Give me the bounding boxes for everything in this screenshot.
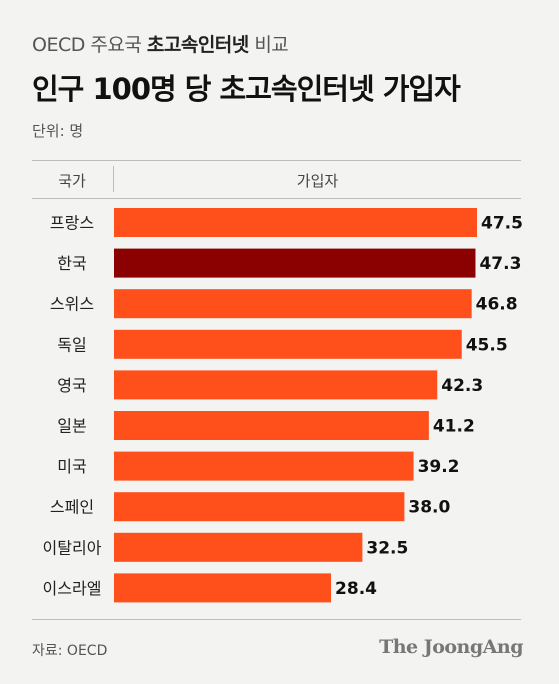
value-label: 39.2 xyxy=(418,457,460,477)
value-label: 47.3 xyxy=(479,254,521,274)
chart-subtitle: OECD 주요국 초고속인터넷 비교 xyxy=(32,30,289,57)
header-top-rule xyxy=(32,160,521,161)
column-header-country: 국가 xyxy=(58,172,86,190)
value-label: 47.5 xyxy=(481,214,523,234)
chart-title: 인구 100명 당 초고속인터넷 가입자 xyxy=(32,72,461,106)
bar-9 xyxy=(114,573,332,603)
category-label: 스위스 xyxy=(50,295,94,314)
subtitle-prefix: OECD 주요국 xyxy=(32,34,147,56)
value-label: 32.5 xyxy=(366,538,408,558)
category-label: 일본 xyxy=(57,417,86,436)
value-label: 38.0 xyxy=(408,498,450,518)
column-header-value: 가입자 xyxy=(296,172,339,190)
category-label: 한국 xyxy=(57,254,86,273)
bar-0 xyxy=(114,208,477,237)
column-header-separator xyxy=(113,166,114,192)
bar-4 xyxy=(114,370,438,400)
value-label: 42.3 xyxy=(441,376,483,396)
category-label: 프랑스 xyxy=(50,214,94,233)
bar-6 xyxy=(114,451,414,481)
category-label: 스페인 xyxy=(50,498,94,517)
value-label: 46.8 xyxy=(476,295,518,315)
category-label: 이스라엘 xyxy=(43,579,102,598)
bar-8 xyxy=(114,532,363,562)
value-label: 41.2 xyxy=(433,417,475,437)
category-label: 독일 xyxy=(57,335,86,354)
category-label: 미국 xyxy=(57,457,86,476)
bar-5 xyxy=(114,411,429,440)
unit-label: 단위: 명 xyxy=(32,122,84,140)
bar-1 xyxy=(114,248,476,278)
value-label: 45.5 xyxy=(466,335,508,355)
bar-3 xyxy=(114,329,462,359)
category-label: 이탈리아 xyxy=(43,538,102,557)
subtitle-highlight: 초고속인터넷 xyxy=(146,34,249,56)
bar-7 xyxy=(114,492,405,522)
category-label: 영국 xyxy=(57,376,86,395)
subtitle-suffix: 비교 xyxy=(248,34,289,56)
value-label: 28.4 xyxy=(335,579,377,599)
header-bottom-rule xyxy=(32,198,521,199)
brand-logo: The JoongAng xyxy=(379,636,523,658)
source-label: 자료: OECD xyxy=(32,643,108,659)
footer-rule xyxy=(32,619,521,620)
bar-2 xyxy=(114,289,472,319)
